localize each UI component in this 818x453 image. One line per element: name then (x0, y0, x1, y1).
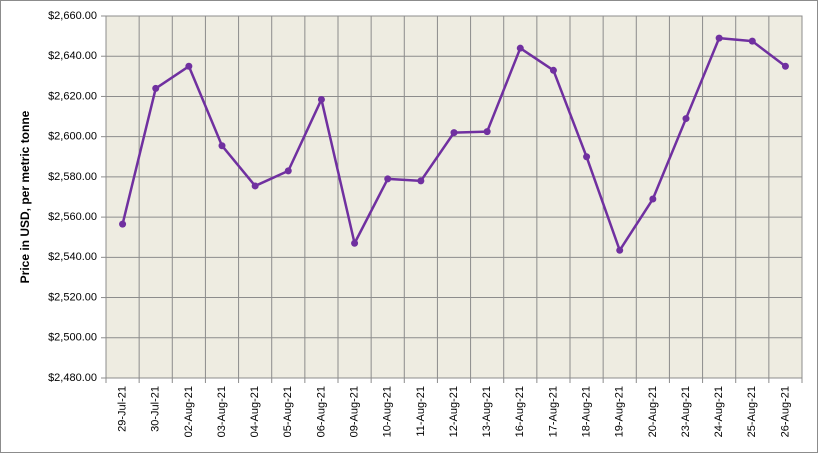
data-point (583, 153, 591, 161)
x-tick-label: 16-Aug-21 (514, 386, 526, 437)
data-point (185, 62, 193, 70)
y-tick-label: $2,600.00 (48, 131, 97, 143)
x-tick-label: 09-Aug-21 (348, 386, 360, 437)
data-point (317, 95, 325, 103)
x-tick-label: 19-Aug-21 (614, 386, 626, 437)
data-point (251, 182, 259, 190)
x-tick-label: 02-Aug-21 (183, 386, 195, 437)
data-point (119, 220, 127, 228)
data-point (715, 34, 723, 42)
x-tick-label: 05-Aug-21 (282, 386, 294, 437)
x-tick-label: 25-Aug-21 (746, 386, 758, 437)
data-point (616, 246, 624, 254)
y-tick-label: $2,580.00 (48, 171, 97, 183)
y-tick-label: $2,640.00 (48, 50, 97, 62)
x-tick-label: 03-Aug-21 (216, 386, 228, 437)
y-tick-label: $2,540.00 (48, 251, 97, 263)
y-tick-label: $2,520.00 (48, 291, 97, 303)
y-tick-label: $2,620.00 (48, 90, 97, 102)
x-tick-label: 29-Jul-21 (116, 386, 128, 432)
x-tick-label: 17-Aug-21 (547, 386, 559, 437)
data-point (218, 142, 226, 150)
data-point (284, 167, 292, 175)
x-tick-label: 04-Aug-21 (249, 386, 261, 437)
x-tick-label: 13-Aug-21 (481, 386, 493, 437)
data-point (516, 44, 524, 52)
y-tick-label: $2,500.00 (48, 332, 97, 344)
data-point (483, 128, 491, 136)
y-tick-label: $2,480.00 (48, 372, 97, 384)
data-point (549, 66, 557, 74)
y-tick-label: $2,560.00 (48, 211, 97, 223)
data-point (152, 84, 160, 92)
data-point (682, 115, 690, 123)
x-tick-label: 24-Aug-21 (713, 386, 725, 437)
data-point (450, 129, 458, 137)
x-tick-label: 10-Aug-21 (382, 386, 394, 437)
data-point (351, 239, 359, 247)
x-tick-label: 23-Aug-21 (680, 386, 692, 437)
data-point (781, 62, 789, 70)
x-tick-label: 20-Aug-21 (647, 386, 659, 437)
y-tick-label: $2,660.00 (48, 10, 97, 22)
data-point (649, 195, 657, 203)
data-point (748, 37, 756, 45)
y-axis-title: Price in USD, per metric tonne (18, 110, 32, 283)
x-tick-label: 06-Aug-21 (315, 386, 327, 437)
x-tick-label: 12-Aug-21 (448, 386, 460, 437)
data-point (384, 175, 392, 183)
plot-area (105, 15, 803, 379)
x-tick-label: 30-Jul-21 (150, 386, 162, 432)
x-tick-label: 11-Aug-21 (415, 386, 427, 437)
data-point (417, 177, 425, 185)
x-tick-label: 26-Aug-21 (779, 386, 791, 437)
x-tick-label: 18-Aug-21 (580, 386, 592, 437)
